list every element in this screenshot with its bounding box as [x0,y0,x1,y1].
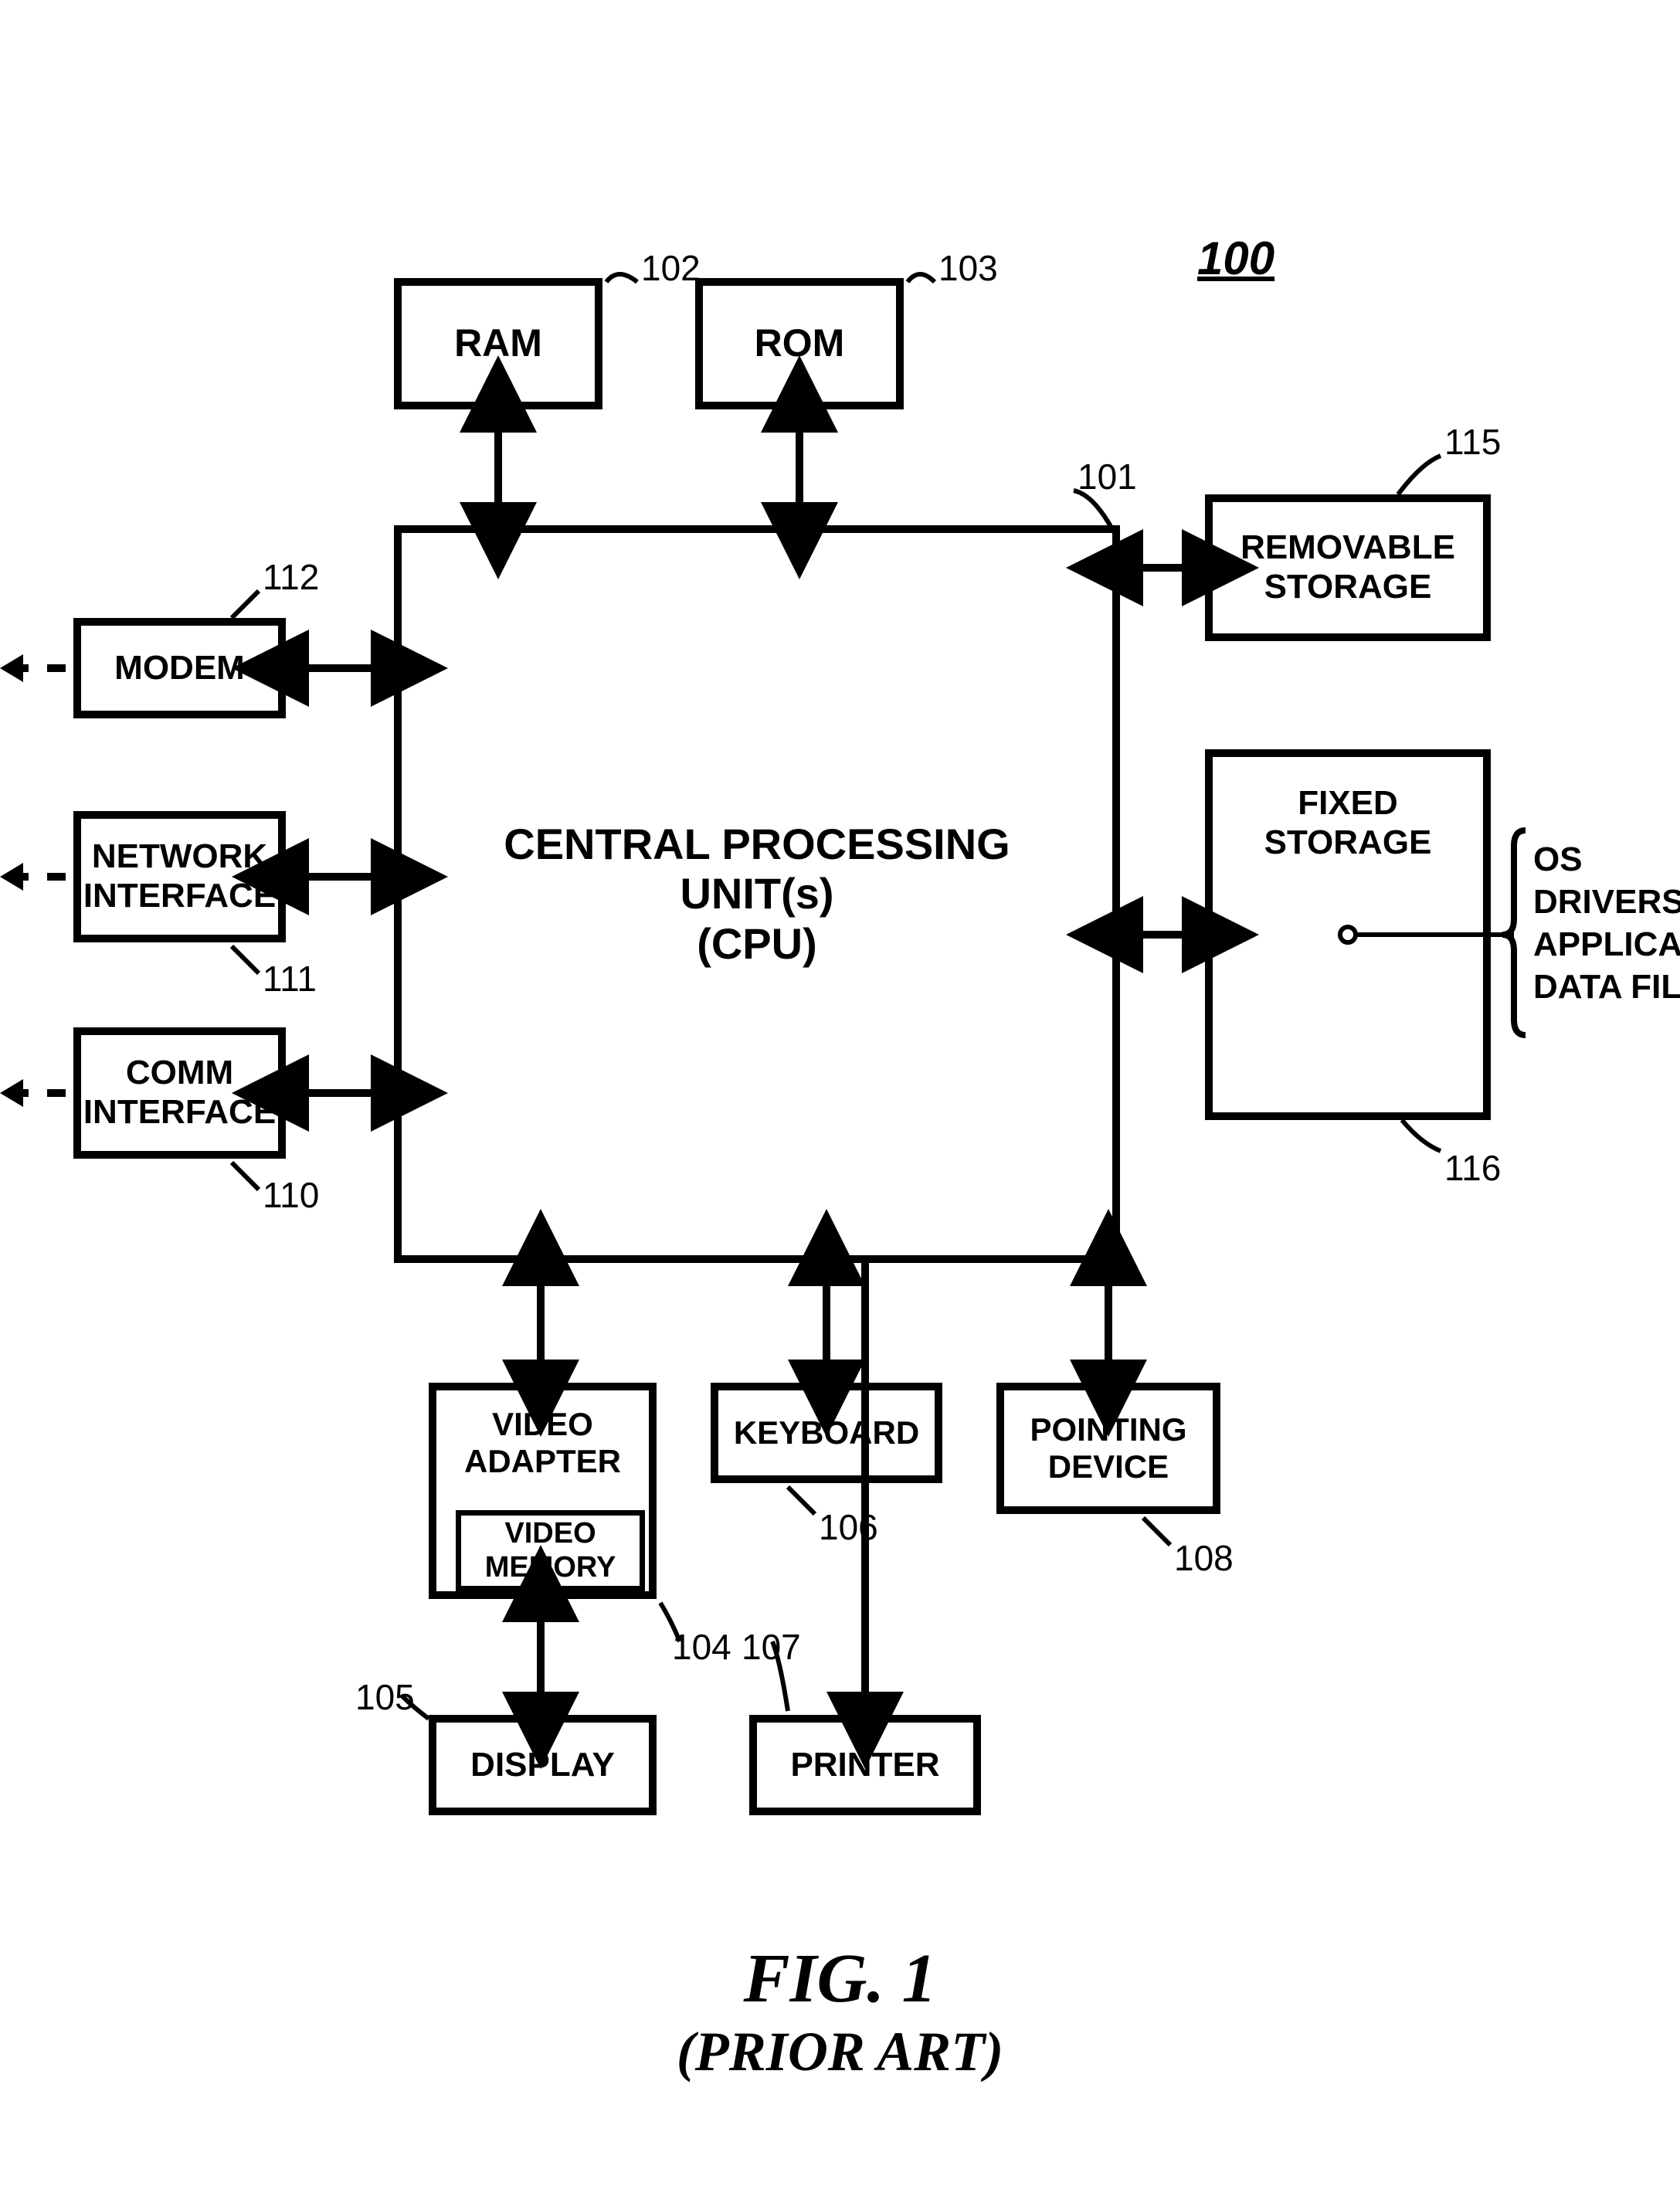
video-memory-block: VIDEO MEMORY [456,1510,645,1591]
rom-label: ROM [755,321,845,366]
rom-refnum: 103 [938,247,998,289]
pointing-refnum: 108 [1174,1537,1234,1579]
removable-storage-label: REMOVABLE STORAGE [1240,528,1455,606]
display-label: DISPLAY [470,1746,615,1785]
display-refnum: 105 [355,1676,415,1718]
figure-title: FIG. 1 [0,1939,1680,2018]
video-memory-label: VIDEO MEMORY [485,1517,616,1584]
video-refnum: 104 [672,1626,731,1668]
printer-label: PRINTER [790,1746,939,1785]
fixed-storage-label: FIXED STORAGE [1264,784,1432,862]
removable-refnum: 115 [1444,421,1501,463]
cpu-refnum: 101 [1078,456,1137,497]
keyboard-refnum: 106 [819,1506,878,1548]
network-interface-label: NETWORK INTERFACE [83,837,276,915]
cpu-block: CENTRAL PROCESSING UNIT(s) (CPU) [394,525,1120,1263]
pointing-device-label: POINTING DEVICE [1030,1411,1186,1486]
comm-interface-block: COMM INTERFACE [73,1027,286,1159]
printer-block: PRINTER [749,1715,981,1815]
rom-block: ROM [695,278,904,409]
storage-contents: OS DRIVERS APPLICATIONS DATA FILES [1533,838,1680,1008]
ram-refnum: 102 [641,247,701,289]
system-refnum: 100 [1197,232,1274,285]
keyboard-block: KEYBOARD [711,1383,942,1483]
fixed-refnum: 116 [1444,1147,1501,1189]
figure-subtitle: (PRIOR ART) [0,2020,1680,2084]
commif-refnum: 110 [263,1174,319,1216]
cpu-label-line1: CENTRAL PROCESSING [504,820,1010,868]
network-interface-block: NETWORK INTERFACE [73,811,286,942]
ram-block: RAM [394,278,602,409]
netif-refnum: 111 [263,958,317,1000]
video-adapter-label: VIDEO ADAPTER [464,1406,621,1481]
display-block: DISPLAY [429,1715,657,1815]
pointing-device-block: POINTING DEVICE [996,1383,1220,1514]
cpu-label-line2: UNIT(s) [680,869,833,918]
comm-interface-label: COMM INTERFACE [83,1054,276,1132]
modem-label: MODEM [114,649,245,688]
keyboard-label: KEYBOARD [734,1414,919,1451]
cpu-label-line3: (CPU) [697,919,817,968]
modem-block: MODEM [73,618,286,718]
fixed-storage-block: FIXED STORAGE [1205,749,1491,1120]
ram-label: RAM [454,321,542,366]
printer-refnum: 107 [742,1626,801,1668]
modem-refnum: 112 [263,556,319,598]
removable-storage-block: REMOVABLE STORAGE [1205,494,1491,641]
